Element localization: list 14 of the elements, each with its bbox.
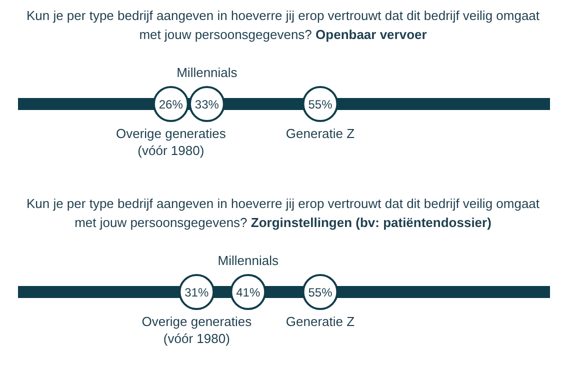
category-label: Generatie Z [286,314,355,330]
category-label: Overige generaties (vóór 1980) [116,126,226,158]
data-label: 31% [184,285,209,300]
text: Openbaar vervoer [316,27,427,42]
category-label: Overige generaties (vóór 1980) [142,314,252,346]
category-label: Generatie Z [286,126,355,142]
data-label: 55% [308,97,333,112]
data-label: 33% [194,97,220,112]
category-label: Millennials [218,253,279,268]
data-label: 26% [158,97,184,112]
text: Zorginstellingen (bv: patiëntendossier) [250,215,492,230]
data-label: 41% [236,285,260,300]
data-label: 55% [308,285,333,300]
category-label: Millennials [176,65,238,80]
